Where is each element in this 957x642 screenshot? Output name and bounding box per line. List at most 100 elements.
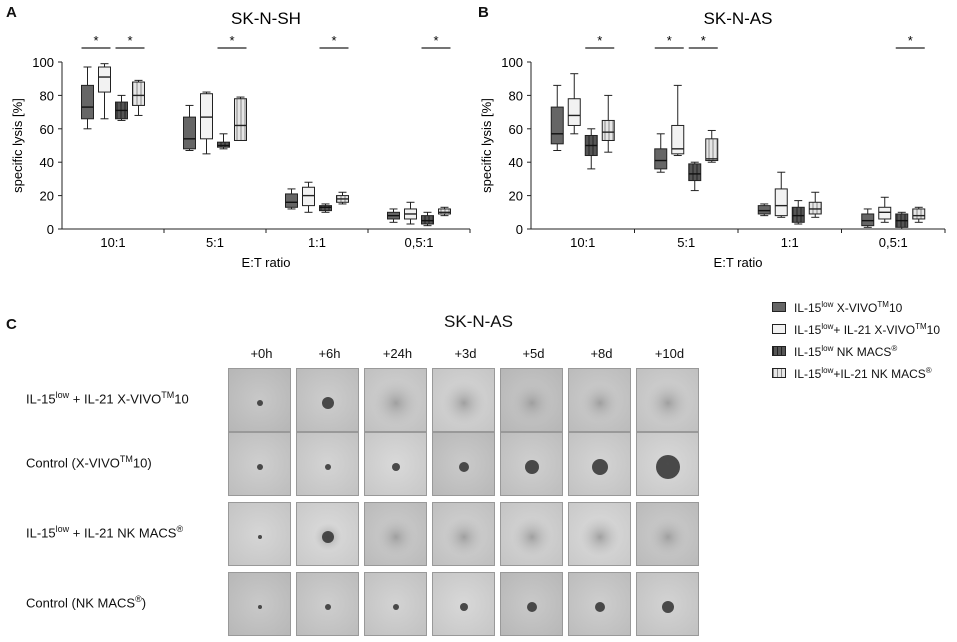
spheroid-core [393,604,399,610]
spheroid-halo [510,381,554,425]
spheroid-image [325,604,331,610]
well-image [432,572,495,636]
well-image [636,502,699,566]
legend-label: IL-15low+ IL-21 X-VIVOTM10 [794,321,940,337]
legend: IL-15low X-VIVOTM10 IL-15low+ IL-21 X-VIV… [772,296,940,384]
spheroid-core [322,397,334,409]
y-tick-label: 80 [40,88,54,103]
box [861,213,875,227]
well-image [432,432,495,496]
spheroid-image [460,603,468,611]
spheroid-halo [444,517,484,557]
x-axis-label: E:T ratio [242,255,291,270]
spheroid-core [460,603,468,611]
well-image [636,432,699,496]
well-image [568,572,631,636]
well-image [364,572,427,636]
spheroid-image [258,535,262,539]
significance-star: * [229,33,234,48]
well-image [432,368,495,432]
spheroid-image [646,381,690,425]
well-image [228,432,291,496]
box [302,186,315,207]
spheroid-core [258,605,262,609]
box [319,205,332,212]
spheroid-core [392,463,400,471]
spheroid-image [512,517,552,557]
significance-star: * [667,33,672,48]
spheroid-core [258,535,262,539]
timepoint-label: +0h [250,346,273,361]
spheroid-image [322,397,334,409]
legend-item: IL-15low+ IL-21 X-VIVOTM10 [772,318,940,340]
well-image [500,432,563,496]
spheroid-image [510,381,554,425]
x-tick-label: 1:1 [308,235,326,250]
box [688,163,702,182]
well-image [296,572,359,636]
box [601,119,615,141]
well-image [568,432,631,496]
x-axis-label: E:T ratio [714,255,763,270]
box [705,138,719,162]
y-tick-label: 20 [509,189,523,204]
spheroid-core [662,601,674,613]
spheroid-core [325,604,331,610]
box [808,201,822,215]
timepoint-label: +6h [318,346,341,361]
spheroid-core [595,602,605,612]
significance-star: * [127,33,132,48]
x-tick-label: 10:1 [100,235,125,250]
box [671,124,685,155]
well-image [296,432,359,496]
box [791,206,805,223]
legend-label: IL-15low X-VIVOTM10 [794,299,903,315]
x-tick-label: 0,5:1 [405,235,434,250]
spheroid-image [257,464,263,470]
box [200,93,213,140]
y-tick-label: 0 [516,222,523,237]
box [234,98,247,141]
spheroid-core [325,464,331,470]
timepoint-label: +5d [522,346,545,361]
legend-swatch [772,302,786,312]
timepoint-label: +8d [590,346,613,361]
y-axis-label: specific lysis [%] [479,98,494,193]
legend-item: IL-15low NK MACS® [772,340,940,362]
y-tick-label: 40 [509,155,523,170]
box [183,116,196,150]
significance-star: * [331,33,336,48]
y-tick-label: 40 [40,155,54,170]
condition-label: IL-15low + IL-21 NK MACS® [26,524,184,541]
well-image [432,502,495,566]
y-tick-label: 100 [501,55,523,70]
well-image [636,368,699,432]
well-image [500,368,563,432]
spheroid-image [592,459,608,475]
well-image [636,572,699,636]
spheroid-halo [580,517,620,557]
spheroid-core [459,462,469,472]
box [567,98,581,126]
spheroid-halo [372,379,420,427]
box [438,208,451,215]
spheroid-image [314,523,342,551]
box [217,141,230,148]
well-image [296,502,359,566]
spheroid-core [525,460,539,474]
box [132,81,145,106]
spheroid-image [393,604,399,610]
spheroid-image [392,463,400,471]
legend-item: IL-15low+IL-21 NK MACS® [772,362,940,384]
box [774,188,788,217]
significance-star: * [93,33,98,48]
well-image [364,432,427,496]
legend-item: IL-15low X-VIVOTM10 [772,296,940,318]
legend-swatch [772,346,786,356]
condition-label: Control (X-VIVOTM10) [26,454,152,471]
well-image [228,502,291,566]
timepoint-label: +10d [654,346,685,361]
spheroid-image [525,460,539,474]
spheroid-core [527,602,537,612]
well-image [364,502,427,566]
